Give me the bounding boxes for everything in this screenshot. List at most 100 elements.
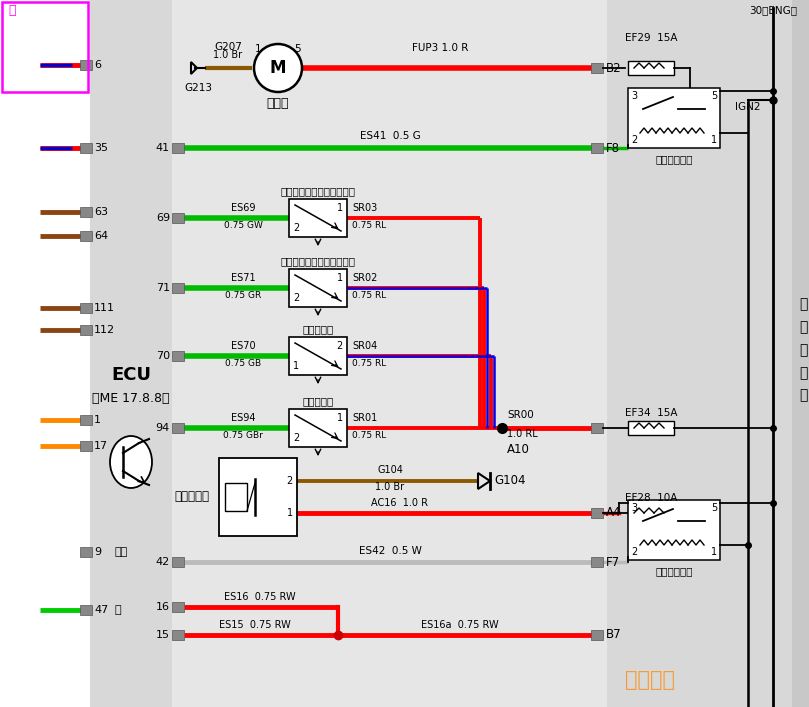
Text: 63: 63 <box>94 207 108 217</box>
Bar <box>80 60 92 70</box>
Bar <box>172 143 184 153</box>
Bar <box>172 557 184 567</box>
Text: EF34  15A: EF34 15A <box>625 408 677 418</box>
Bar <box>628 506 674 520</box>
Bar <box>607 0 802 707</box>
Text: 1: 1 <box>293 361 299 371</box>
Bar <box>80 547 92 557</box>
Bar <box>289 269 347 307</box>
Bar <box>172 351 184 361</box>
Text: 3: 3 <box>631 503 637 513</box>
Text: （ME 17.8.8）: （ME 17.8.8） <box>92 392 170 404</box>
Text: 2: 2 <box>631 135 637 145</box>
Bar <box>90 0 172 707</box>
Text: ECU: ECU <box>111 366 151 384</box>
Text: SR01: SR01 <box>352 413 377 423</box>
Text: 0.75 GBr: 0.75 GBr <box>223 431 263 440</box>
Bar <box>172 283 184 293</box>
Text: 69: 69 <box>156 213 170 223</box>
Bar <box>172 0 607 707</box>
Text: 112: 112 <box>94 325 115 335</box>
Text: 5: 5 <box>711 91 717 101</box>
Text: F7: F7 <box>606 556 621 568</box>
Text: 0.75 RL: 0.75 RL <box>352 359 386 368</box>
Bar <box>80 207 92 217</box>
Text: 可变进气阀: 可变进气阀 <box>303 324 333 334</box>
Bar <box>172 630 184 640</box>
Text: 1.0 RL: 1.0 RL <box>507 429 538 439</box>
Text: ES94: ES94 <box>231 413 256 423</box>
Text: AC16  1.0 R: AC16 1.0 R <box>371 498 429 508</box>
Bar <box>80 415 92 425</box>
Text: FUP3 1.0 R: FUP3 1.0 R <box>412 43 468 53</box>
Text: 0.75 RL: 0.75 RL <box>352 291 386 300</box>
Text: ES42  0.5 W: ES42 0.5 W <box>358 546 421 556</box>
Bar <box>289 337 347 375</box>
Bar <box>628 421 674 435</box>
Text: EF29  15A: EF29 15A <box>625 33 677 43</box>
Bar <box>591 423 603 433</box>
Bar <box>172 423 184 433</box>
Bar <box>80 325 92 335</box>
Text: SR03: SR03 <box>352 203 377 213</box>
Text: B2: B2 <box>606 62 621 74</box>
Text: ES16a  0.75 RW: ES16a 0.75 RW <box>421 620 499 630</box>
Circle shape <box>254 44 302 92</box>
Bar <box>219 458 297 536</box>
Text: 2: 2 <box>286 476 293 486</box>
Text: 17: 17 <box>94 441 108 451</box>
Text: 1: 1 <box>711 135 717 145</box>
Bar <box>172 602 184 612</box>
Text: 5: 5 <box>711 503 717 513</box>
Text: 111: 111 <box>94 303 115 313</box>
Text: EF28  10A: EF28 10A <box>625 493 677 503</box>
Text: SR04: SR04 <box>352 341 377 351</box>
Text: 1.0 Br: 1.0 Br <box>214 50 243 60</box>
Text: G213: G213 <box>184 83 212 93</box>
Text: G104: G104 <box>494 474 526 488</box>
Bar <box>80 303 92 313</box>
Bar <box>172 213 184 223</box>
Text: 0.75 GR: 0.75 GR <box>225 291 261 300</box>
Text: ES16  0.75 RW: ES16 0.75 RW <box>224 592 296 602</box>
Text: 0.75 RL: 0.75 RL <box>352 221 386 230</box>
Text: 可变凸轮轴正时进气电磁阀: 可变凸轮轴正时进气电磁阀 <box>281 256 355 266</box>
Text: 35: 35 <box>94 143 108 153</box>
Bar <box>591 508 603 518</box>
Text: 1: 1 <box>337 273 343 283</box>
Text: 15: 15 <box>156 630 170 640</box>
Bar <box>591 630 603 640</box>
Bar <box>80 441 92 451</box>
Text: A4: A4 <box>606 506 621 520</box>
Text: 9: 9 <box>94 547 101 557</box>
Text: 41: 41 <box>156 143 170 153</box>
Text: 空调离合器: 空调离合器 <box>174 491 209 503</box>
Text: 2: 2 <box>293 293 299 303</box>
Text: 94: 94 <box>156 423 170 433</box>
Text: F8: F8 <box>606 141 620 155</box>
Bar <box>591 63 603 73</box>
Text: M: M <box>269 59 286 77</box>
Text: 0.75 RL: 0.75 RL <box>352 431 386 440</box>
Text: ES15  0.75 RW: ES15 0.75 RW <box>219 620 291 630</box>
Text: G207: G207 <box>214 42 242 52</box>
Text: ES70: ES70 <box>231 341 256 351</box>
Text: 2: 2 <box>293 223 299 233</box>
Text: ES71: ES71 <box>231 273 256 283</box>
Text: SR00: SR00 <box>507 410 534 420</box>
Bar <box>628 500 720 560</box>
Text: A10: A10 <box>507 443 530 456</box>
Text: 64: 64 <box>94 231 108 241</box>
Text: 汽修帮手: 汽修帮手 <box>625 670 675 690</box>
Text: 70: 70 <box>156 351 170 361</box>
Bar <box>0 0 90 707</box>
Text: 3: 3 <box>631 91 637 101</box>
Text: ES69: ES69 <box>231 203 256 213</box>
Bar <box>289 409 347 447</box>
Text: G104: G104 <box>377 465 403 475</box>
Text: 1: 1 <box>337 203 343 213</box>
Text: 0.75 GW: 0.75 GW <box>223 221 262 230</box>
Text: 1: 1 <box>337 413 343 423</box>
Text: 压缩机继电器: 压缩机继电器 <box>655 566 693 576</box>
Ellipse shape <box>110 436 152 488</box>
